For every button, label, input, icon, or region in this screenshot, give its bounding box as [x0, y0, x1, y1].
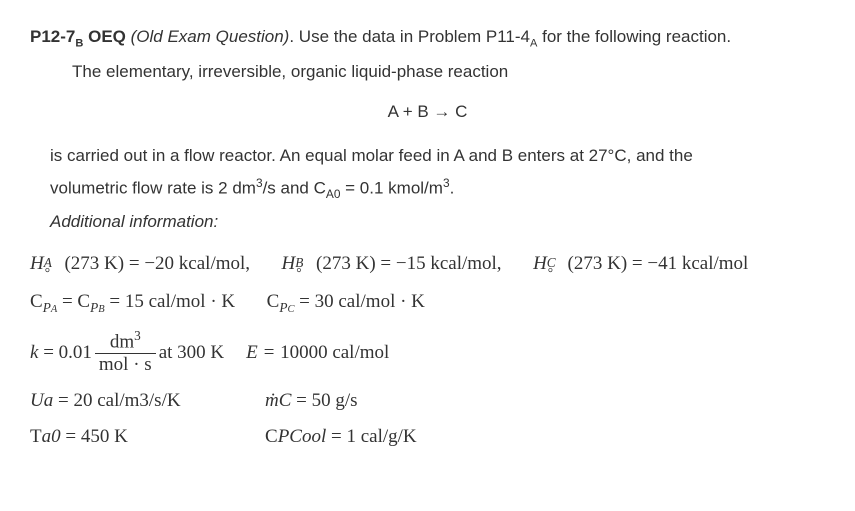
intro-tail: . Use the data in Problem P11-4: [289, 27, 530, 46]
enthalpy-line: H°A (273 K) = −20 kcal/mol, H°B (273 K) …: [30, 249, 825, 278]
body-line1: is carried out in a flow reactor. An equ…: [50, 143, 825, 169]
additional-info-label: Additional information:: [50, 209, 825, 235]
problem-id-sub: B: [75, 37, 83, 49]
problem-id: P12-7: [30, 27, 75, 46]
oeq-label: OEQ: [88, 27, 126, 46]
body-line2: volumetric flow rate is 2 dm3/s and CA0 …: [50, 174, 825, 204]
params-row1: Ua = 20 cal/m3/s/K ṁC = 50 g/s: [30, 386, 825, 415]
params-row2: Ta0 = 450 K CPCool = 1 cal/g/K: [30, 422, 825, 451]
k-fraction: dm3 mol · s: [95, 328, 156, 376]
cp-line: CPA = CPB = 15 cal/mol · K CPC = 30 cal/…: [30, 287, 825, 318]
k-line: k = 0.01 dm3 mol · s at 300 K E = 10000 …: [30, 328, 825, 376]
intro-end: for the following reaction.: [537, 27, 731, 46]
reaction-equation: A + B → C: [30, 99, 825, 125]
problem-header: P12-7B OEQ (Old Exam Question). Use the …: [30, 24, 825, 53]
intro-line2: The elementary, irreversible, organic li…: [72, 59, 825, 85]
oeq-expansion: (Old Exam Question): [131, 27, 290, 46]
